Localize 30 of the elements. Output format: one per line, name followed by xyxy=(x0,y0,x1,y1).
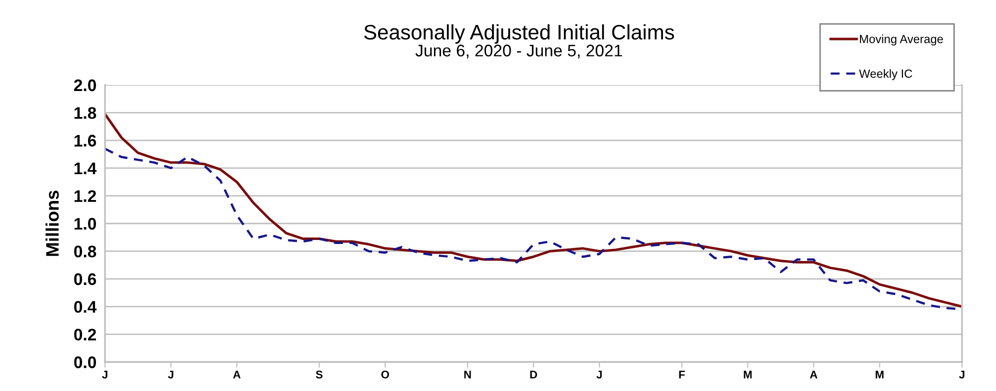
x-tick-label: J xyxy=(596,370,602,378)
x-tick-label: S xyxy=(316,370,323,378)
y-axis-title: Millions xyxy=(46,190,59,256)
x-tick-label: N xyxy=(464,370,471,378)
y-tick-label: 0.0 xyxy=(74,356,96,368)
y-tick-label: 0.6 xyxy=(74,273,96,286)
legend-label: Weekly IC xyxy=(859,69,912,80)
y-tick-label: 1.0 xyxy=(74,218,96,230)
y-tick-label: 1.6 xyxy=(74,134,96,147)
legend-label: Moving Average xyxy=(860,34,943,46)
x-tick-label: M xyxy=(876,370,884,378)
x-tick-label: J xyxy=(102,370,108,378)
y-tick-label: 0.2 xyxy=(74,328,96,341)
y-tick-label: 2.0 xyxy=(74,79,96,92)
x-tick-label: J xyxy=(959,370,964,378)
x-tick-label: D xyxy=(530,370,538,378)
x-tick-label: O xyxy=(381,370,390,378)
x-tick-label: M xyxy=(744,370,752,378)
y-tick-label: 1.4 xyxy=(74,162,97,174)
x-tick-label: A xyxy=(810,370,818,378)
x-tick-label: J xyxy=(168,370,174,378)
chart-title: Seasonally Adjusted Initial Claims xyxy=(364,24,674,44)
y-tick-label: 1.8 xyxy=(74,107,96,119)
line-series xyxy=(105,112,962,308)
y-tick-label: 0.4 xyxy=(74,301,97,313)
x-tick-label: A xyxy=(233,370,241,378)
x-tick-label: F xyxy=(679,370,685,378)
chart-subtitle: June 6, 2020 - June 5, 2021 xyxy=(415,44,622,58)
y-tick-label: 0.8 xyxy=(74,246,96,258)
y-tick-label: 1.2 xyxy=(74,190,96,202)
